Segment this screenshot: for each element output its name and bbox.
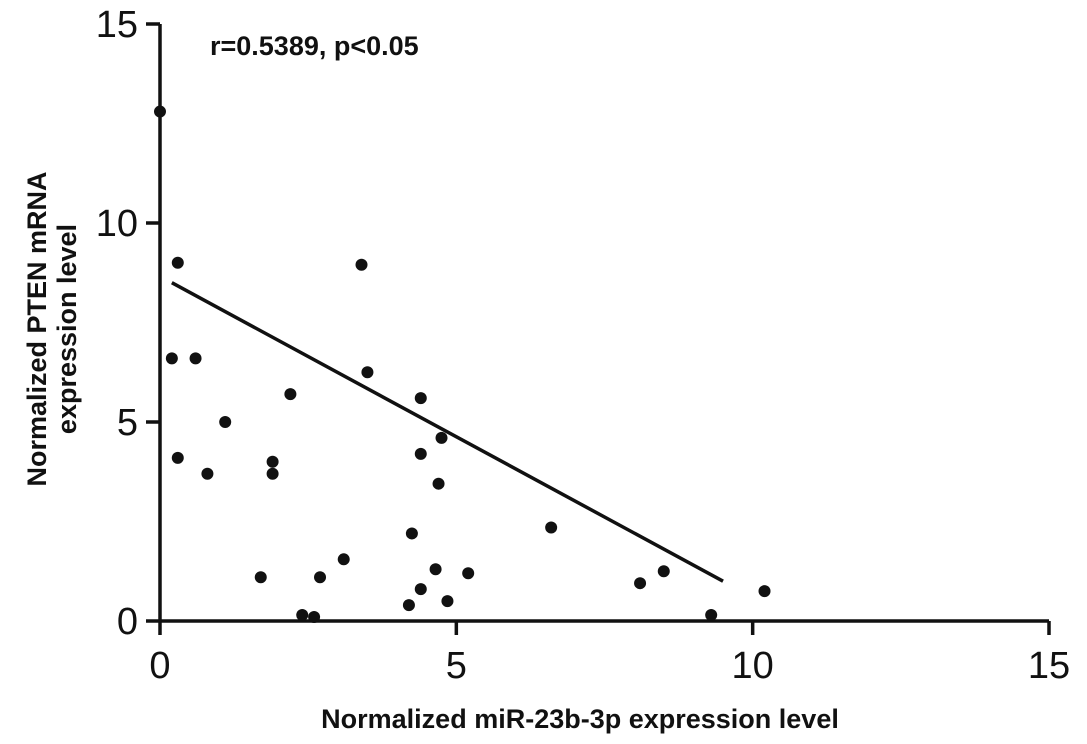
plot-area: 0 5 10 15 0 5 10 15 [96,4,1070,687]
data-point [254,571,267,584]
regression-line [171,281,724,583]
data-point [355,258,368,271]
data-point [165,352,178,365]
data-point [308,611,321,624]
data-point [414,583,427,596]
data-point [705,609,718,622]
data-point [189,352,202,365]
data-point [414,392,427,405]
data-point [657,565,670,578]
y-axis-title-line-1: Normalized PTEN mRNA [22,171,52,486]
data-point [171,451,184,464]
x-tick-label: 0 [149,645,170,687]
data-point [154,105,166,118]
data-point [462,567,475,580]
correlation-annotation: r=0.5389, p<0.05 [210,31,419,61]
data-point [171,256,184,269]
x-tick-label: 5 [446,645,467,687]
data-point [405,527,418,540]
data-point [219,416,232,428]
y-tick-label: 15 [96,4,138,46]
data-point [441,595,454,608]
y-tick-label: 5 [117,402,138,444]
data-point [429,563,442,576]
data-point [435,431,448,444]
data-point [545,521,558,534]
y-tick-label: 10 [96,203,138,245]
y-axis-title: Normalized PTEN mRNA expression level [22,171,82,486]
y-axis-title-line-2: expression level [52,224,82,434]
data-point [266,467,279,480]
x-tick-label: 15 [1028,645,1070,687]
data-point [266,455,279,468]
data-point [361,366,374,379]
data-point [414,447,427,460]
x-axis-title: Normalized miR-23b-3p expression level [321,704,839,734]
data-point [402,599,415,612]
data-point [284,388,297,401]
data-point [634,577,647,590]
x-tick-label: 10 [732,645,774,687]
data-point [314,571,327,584]
data-point [758,585,771,598]
data-point [337,553,350,566]
data-point [201,467,214,480]
data-point [432,477,445,490]
y-tick-label: 0 [117,601,138,643]
data-point [296,609,309,622]
